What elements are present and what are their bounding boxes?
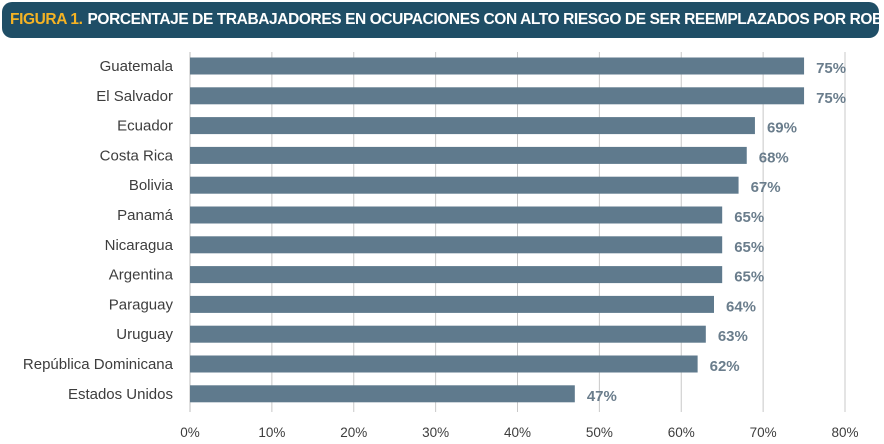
category-label: Bolivia <box>129 177 174 194</box>
category-label: El Salvador <box>96 88 173 105</box>
bar <box>190 385 575 402</box>
data-label: 69% <box>767 120 797 137</box>
data-label: 68% <box>759 149 789 166</box>
category-label: República Dominicana <box>23 356 174 373</box>
data-label: 62% <box>710 358 740 375</box>
category-label: Costa Rica <box>100 147 174 164</box>
data-label: 64% <box>726 298 756 315</box>
category-label: Estados Unidos <box>68 386 173 403</box>
data-label: 65% <box>734 209 764 226</box>
data-label: 65% <box>734 239 764 256</box>
data-label: 75% <box>816 90 846 107</box>
data-label: 63% <box>718 328 748 345</box>
category-label: Guatemala <box>100 58 174 75</box>
bar <box>190 58 804 75</box>
bar <box>190 147 747 164</box>
x-tick-label: 40% <box>504 425 531 440</box>
x-tick-label: 70% <box>750 425 777 440</box>
category-label: Uruguay <box>116 326 173 343</box>
bar <box>190 87 804 104</box>
category-label: Panamá <box>117 207 174 224</box>
bar <box>190 207 722 224</box>
x-tick-label: 10% <box>258 425 285 440</box>
data-label: 47% <box>587 388 617 405</box>
x-tick-label: 80% <box>831 425 858 440</box>
x-tick-label: 20% <box>340 425 367 440</box>
bar <box>190 296 714 313</box>
bar <box>190 326 706 343</box>
data-label: 65% <box>734 269 764 286</box>
data-label: 67% <box>751 179 781 196</box>
x-tick-label: 0% <box>180 425 200 440</box>
bar <box>190 117 755 134</box>
bar <box>190 266 722 283</box>
category-label: Paraguay <box>109 296 174 313</box>
bar <box>190 236 722 253</box>
category-label: Ecuador <box>117 118 173 135</box>
data-label: 75% <box>816 60 846 77</box>
x-tick-label: 60% <box>668 425 695 440</box>
bar <box>190 177 739 194</box>
x-tick-label: 30% <box>422 425 449 440</box>
x-tick-label: 50% <box>586 425 613 440</box>
category-label: Nicaragua <box>105 237 174 254</box>
category-label: Argentina <box>109 267 174 284</box>
bar <box>190 356 698 373</box>
